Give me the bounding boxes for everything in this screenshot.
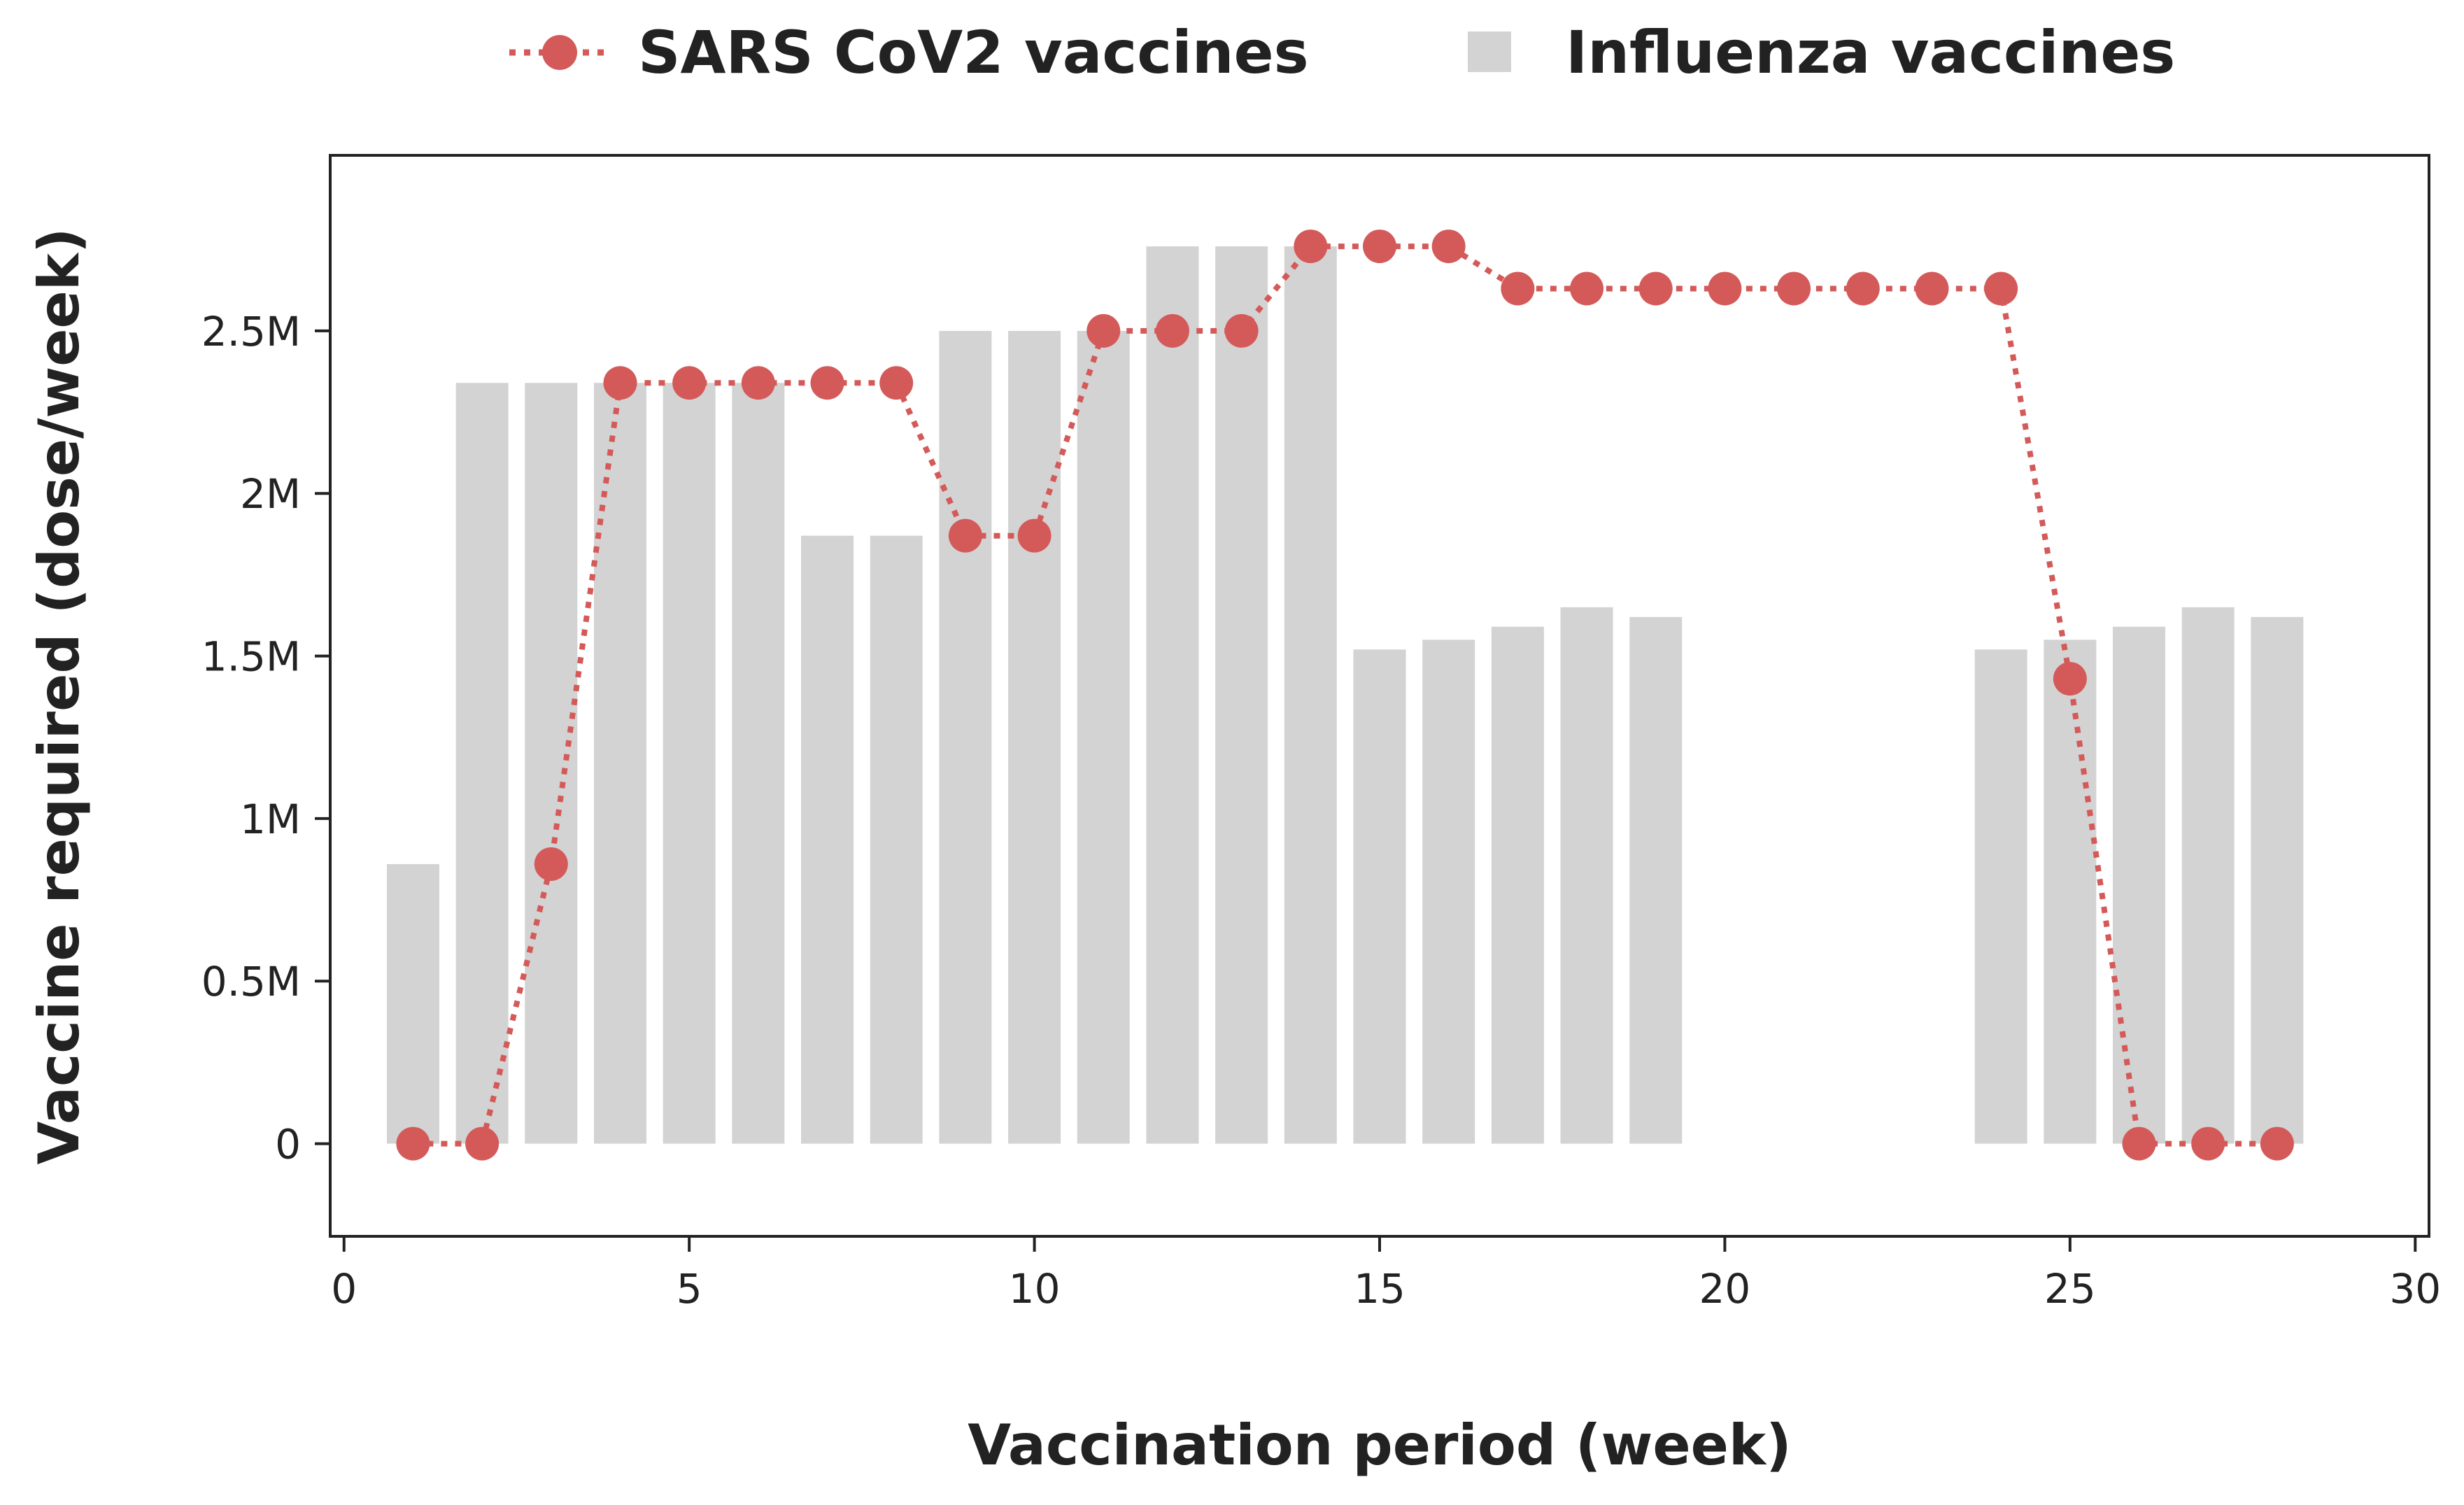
x-tick-label: 20: [1699, 1265, 1751, 1313]
sars-point: [1294, 229, 1328, 264]
sars-point: [1638, 271, 1673, 306]
sars-point: [396, 1126, 430, 1161]
sars-point: [948, 518, 982, 553]
y-tick-label: 1M: [240, 796, 301, 843]
x-tick-label: 0: [331, 1265, 357, 1313]
sars-point: [1915, 271, 1949, 306]
y-tick-label: 1.5M: [201, 633, 301, 681]
influenza-bar: [732, 383, 785, 1144]
x-tick-label: 15: [1354, 1265, 1406, 1313]
x-axis: 0 5 10 15 20 25 30: [331, 1236, 2441, 1313]
y-axis: 0 0.5M 1M 1.5M 2M 2.5M: [201, 308, 330, 1168]
influenza-bar: [1560, 607, 1613, 1144]
sars-point: [1155, 313, 1189, 348]
influenza-bar: [2044, 640, 2097, 1144]
sars-point: [2260, 1126, 2294, 1161]
influenza-bar: [525, 383, 578, 1144]
legend-influenza-label: Influenza vaccines: [1566, 18, 2175, 87]
y-tick-label: 0: [275, 1121, 301, 1168]
sars-point: [1846, 271, 1880, 306]
legend-sars-marker: [542, 35, 577, 70]
sars-point: [534, 847, 568, 881]
x-tick-label: 10: [1009, 1265, 1061, 1313]
influenza-bar: [1284, 246, 1337, 1144]
sars-point: [603, 366, 637, 400]
influenza-bar: [801, 535, 854, 1144]
influenza-bar: [1974, 649, 2027, 1144]
sars-point: [1086, 313, 1121, 348]
influenza-bar: [1491, 626, 1544, 1144]
y-axis-title: Vaccine required (dose/week): [27, 227, 92, 1164]
y-tick-label: 2.5M: [201, 308, 301, 355]
legend-influenza-swatch: [1468, 31, 1511, 72]
x-tick-label: 25: [2044, 1265, 2096, 1313]
sars-point: [810, 366, 844, 400]
influenza-bar: [1146, 246, 1199, 1144]
sars-point: [1501, 271, 1535, 306]
sars-point: [2053, 662, 2087, 696]
x-tick-label: 30: [2389, 1265, 2441, 1313]
x-axis-title: Vaccination period (week): [968, 1413, 1791, 1478]
sars-point: [672, 366, 707, 400]
sars-point: [879, 366, 914, 400]
influenza-bar: [1077, 330, 1130, 1144]
sars-point: [1224, 313, 1259, 348]
influenza-bar: [1629, 616, 1683, 1144]
influenza-bar: [2113, 626, 2166, 1144]
influenza-bar: [386, 863, 439, 1144]
sars-point: [1984, 271, 2018, 306]
sars-point: [1777, 271, 1811, 306]
influenza-bar: [663, 383, 716, 1144]
influenza-bar: [593, 383, 646, 1144]
sars-point: [1570, 271, 1604, 306]
influenza-bar: [455, 383, 509, 1144]
sars-point: [1363, 229, 1396, 264]
y-tick-label: 2M: [240, 470, 301, 518]
influenza-bar: [1008, 330, 1061, 1144]
influenza-bar: [2181, 607, 2235, 1144]
sars-point: [741, 366, 775, 400]
sars-point: [2122, 1126, 2156, 1161]
sars-series: [396, 229, 2294, 1161]
y-tick-label: 0.5M: [201, 958, 301, 1005]
influenza-bar: [939, 330, 992, 1144]
influenza-bar: [1215, 246, 1268, 1144]
influenza-bar: [1422, 640, 1475, 1144]
influenza-bars: [386, 246, 2304, 1144]
influenza-bar: [2251, 616, 2304, 1144]
legend: SARS CoV2 vaccines Influenza vaccines: [509, 18, 2175, 87]
legend-sars-label: SARS CoV2 vaccines: [638, 18, 1309, 87]
sars-point: [465, 1126, 500, 1161]
influenza-bar: [1353, 649, 1406, 1144]
influenza-bar: [870, 535, 923, 1144]
sars-point: [1017, 518, 1052, 553]
sars-point: [2191, 1126, 2225, 1161]
sars-point: [1431, 229, 1466, 264]
sars-point: [1708, 271, 1742, 306]
x-tick-label: 5: [677, 1265, 702, 1313]
